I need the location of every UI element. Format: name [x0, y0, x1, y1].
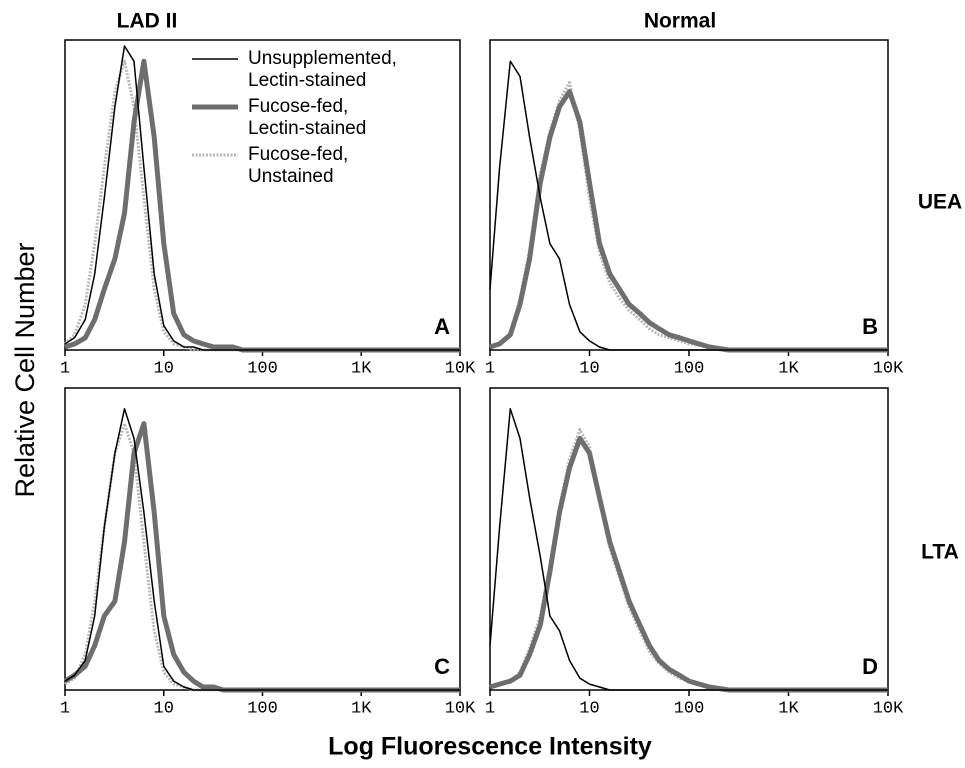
histogram-line: [489, 435, 888, 693]
panel-label: B: [862, 314, 878, 339]
row-label: LTA: [921, 541, 959, 564]
legend-swatch: [192, 58, 238, 60]
x-tick-label: 1: [60, 359, 70, 378]
legend-item: Unsupplemented, Lectin-stained: [190, 48, 397, 92]
x-tick-label: 1: [60, 699, 70, 718]
row-label: UEA: [918, 191, 962, 214]
plot-frame: [489, 387, 889, 691]
legend: Unsupplemented, Lectin-stained Fucose-fed…: [190, 48, 397, 192]
x-tick-label: 10: [579, 359, 599, 378]
x-tick-label: 10: [154, 359, 174, 378]
x-tick-label: 10K: [445, 699, 476, 718]
y-axis-label: Relative Cell Number: [10, 242, 40, 497]
histogram-line: [489, 60, 888, 351]
legend-swatch: [192, 153, 238, 157]
legend-item: Fucose-fed, Unstained: [190, 144, 378, 188]
column-label: Normal: [644, 10, 716, 33]
x-tick-label: 1K: [778, 359, 799, 378]
x-tick-label: 10: [154, 699, 174, 718]
histogram-line: [489, 81, 888, 352]
histogram-line: [489, 89, 888, 353]
histogram-line: [63, 421, 460, 693]
x-tick-label: 100: [247, 359, 278, 378]
legend-swatch: [192, 104, 238, 110]
histogram-line: [64, 45, 460, 351]
legend-item: Fucose-fed, Lectin-stained: [190, 96, 378, 140]
x-tick-label: 1K: [351, 699, 372, 718]
histogram-line: [489, 408, 888, 691]
panel-label: A: [434, 314, 450, 339]
x-tick-label: 1K: [351, 359, 372, 378]
x-tick-label: 10K: [873, 699, 904, 718]
histogram-line: [63, 59, 460, 352]
x-tick-label: 1: [485, 699, 495, 718]
column-label: LAD II: [117, 10, 178, 33]
x-tick-label: 1: [485, 359, 495, 378]
x-tick-label: 10K: [445, 359, 476, 378]
x-tick-label: 10K: [873, 359, 904, 378]
plot-frame: [489, 39, 889, 351]
x-tick-label: 1K: [778, 699, 799, 718]
x-tick-label: 10: [579, 699, 599, 718]
legend-label: Fucose-fed, Unstained: [248, 144, 349, 187]
x-tick-label: 100: [674, 699, 705, 718]
panel-label: D: [862, 654, 878, 679]
histogram-line: [64, 408, 460, 691]
legend-label: Unsupplemented, Lectin-stained: [248, 48, 397, 91]
panel-label: C: [434, 654, 450, 679]
x-tick-label: 100: [247, 699, 278, 718]
legend-label: Fucose-fed, Lectin-stained: [248, 96, 367, 139]
x-axis-label: Log Fluorescence Intensity: [328, 733, 652, 761]
x-tick-label: 100: [674, 359, 705, 378]
